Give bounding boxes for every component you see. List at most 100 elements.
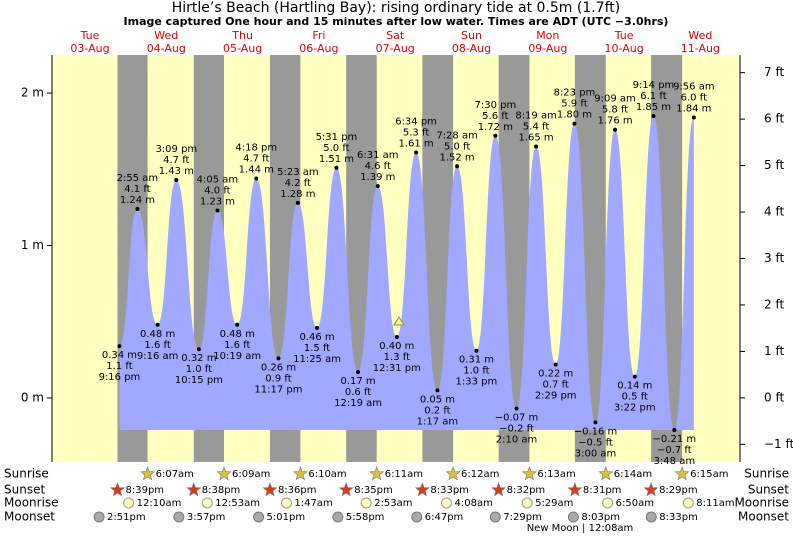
extreme-time: 4:18 pm bbox=[235, 142, 277, 153]
moonset-time: 2:51pm bbox=[107, 512, 146, 523]
extreme-height-ft: 5.0 ft bbox=[323, 143, 349, 154]
sunset-time: 8:38pm bbox=[202, 485, 241, 496]
extreme-dot bbox=[651, 113, 656, 118]
extreme-height-ft: −0.7 ft bbox=[657, 445, 692, 456]
extreme-height-ft: 5.4 ft bbox=[523, 121, 549, 132]
extreme-dot bbox=[235, 322, 240, 327]
extreme-height-ft: 4.6 ft bbox=[365, 161, 391, 172]
now-marker bbox=[393, 316, 405, 326]
sunrise-time: 6:15am bbox=[690, 469, 728, 480]
extreme-height-ft: 1.0 ft bbox=[186, 364, 212, 375]
extreme-height-ft: 1.3 ft bbox=[384, 352, 410, 363]
extreme-time: 5:31 pm bbox=[316, 132, 358, 143]
y2-tick-label: 1 ft bbox=[764, 344, 784, 358]
extreme-dot bbox=[613, 127, 618, 132]
sun-icon bbox=[216, 466, 232, 481]
extreme-dot bbox=[155, 322, 160, 327]
extreme-height-ft: 4.7 ft bbox=[163, 155, 189, 166]
extreme-time: 11:25 am bbox=[293, 354, 341, 365]
moonrise-time: 5:29am bbox=[535, 498, 573, 509]
day-weekday: Fri bbox=[312, 29, 325, 42]
extreme-height-ft: 5.9 ft bbox=[561, 99, 587, 110]
row-label: Moonset bbox=[738, 510, 789, 524]
extreme-dot bbox=[691, 115, 696, 120]
extreme-height-m: −0.07 m bbox=[495, 413, 539, 424]
day-weekday: Wed bbox=[154, 29, 178, 42]
extreme-height-ft: 0.5 ft bbox=[622, 392, 648, 403]
moon-icon bbox=[93, 511, 105, 523]
sun-icon bbox=[262, 482, 278, 497]
extreme-time: 9:16 pm bbox=[99, 372, 141, 383]
extreme-height-m: 1.43 m bbox=[159, 166, 194, 177]
extreme-time: 1:33 pm bbox=[456, 377, 498, 388]
extreme-height-ft: 5.0 ft bbox=[444, 141, 470, 152]
sun-icon bbox=[598, 466, 614, 481]
y2-tick-label: 0 ft bbox=[764, 390, 784, 404]
moon-icon bbox=[201, 497, 213, 509]
sunset-time: 8:35pm bbox=[354, 485, 393, 496]
moonrise-time: 4:08am bbox=[454, 498, 492, 509]
extreme-height-m: 0.05 m bbox=[420, 394, 455, 405]
extreme-height-ft: 4.0 ft bbox=[204, 185, 230, 196]
extreme-height-ft: 4.1 ft bbox=[124, 184, 150, 195]
row-label: Sunset bbox=[4, 483, 45, 497]
extreme-time: 9:14 pm bbox=[633, 80, 675, 91]
sunrise-time: 6:10am bbox=[308, 469, 346, 480]
moon-icon bbox=[521, 497, 533, 509]
row-label: Moonrise bbox=[734, 496, 789, 510]
sun-icon bbox=[140, 466, 156, 481]
day-date: 06-Aug bbox=[299, 42, 338, 55]
extreme-dot bbox=[196, 347, 201, 352]
extreme-dot bbox=[493, 133, 498, 138]
sunset-time: 8:29pm bbox=[659, 485, 698, 496]
extreme-time: 3:48 am bbox=[654, 456, 696, 467]
moon-icon bbox=[332, 511, 344, 523]
moon-icon bbox=[489, 511, 501, 523]
sun-icon bbox=[186, 482, 202, 497]
extreme-height-ft: 0.7 ft bbox=[543, 379, 569, 390]
moonset-time: 6:47pm bbox=[425, 512, 464, 523]
row-label: Sunrise bbox=[744, 467, 789, 481]
moon-icon bbox=[253, 511, 265, 523]
moon-icon bbox=[645, 511, 657, 523]
extreme-dot bbox=[135, 206, 140, 211]
y-tick-label: 2 m bbox=[21, 86, 44, 100]
extreme-height-ft: 1.6 ft bbox=[144, 340, 170, 351]
extreme-height-ft: −0.2 ft bbox=[499, 424, 534, 435]
extreme-height-ft: 5.6 ft bbox=[482, 111, 508, 122]
extreme-time: 5:23 am bbox=[277, 167, 319, 178]
extreme-dot bbox=[394, 335, 399, 340]
sun-icon bbox=[369, 466, 385, 481]
sun-icon bbox=[338, 482, 354, 497]
extreme-height-ft: 6.1 ft bbox=[640, 91, 666, 102]
extreme-time: 3:00 am bbox=[575, 448, 617, 459]
extreme-time: 12:19 am bbox=[334, 398, 382, 409]
extreme-dot bbox=[632, 374, 637, 379]
extreme-dot bbox=[455, 164, 460, 169]
day-date: 10-Aug bbox=[604, 42, 643, 55]
extreme-dot bbox=[356, 370, 361, 375]
y2-tick-label: 7 ft bbox=[764, 65, 784, 79]
row-label: Sunset bbox=[748, 483, 789, 497]
day-date: 05-Aug bbox=[223, 42, 262, 55]
sun-icon bbox=[491, 482, 507, 497]
row-label: Moonrise bbox=[4, 496, 59, 510]
extreme-time: 7:28 am bbox=[436, 130, 478, 141]
extreme-height-m: 0.14 m bbox=[617, 381, 652, 392]
day-date: 03-Aug bbox=[70, 42, 109, 55]
sunrise-time: 6:09am bbox=[232, 469, 270, 480]
sunset-time: 8:36pm bbox=[278, 485, 317, 496]
extreme-time: 9:16 am bbox=[137, 351, 179, 362]
extreme-height-m: −0.16 m bbox=[574, 426, 618, 437]
day-weekday: Tue bbox=[80, 29, 100, 42]
chart-title: Hirtle’s Beach (Hartling Bay): rising or… bbox=[172, 0, 620, 16]
sunset-time: 8:32pm bbox=[507, 485, 546, 496]
moonrise-time: 8:11am bbox=[696, 498, 734, 509]
extreme-time: 9:09 am bbox=[594, 94, 636, 105]
day-weekday: Sat bbox=[386, 29, 405, 42]
y2-tick-label: 5 ft bbox=[764, 158, 784, 172]
extreme-height-m: 1.85 m bbox=[636, 102, 671, 113]
extreme-height-m: 0.31 m bbox=[459, 355, 494, 366]
sunrise-time: 6:12am bbox=[461, 469, 499, 480]
extreme-height-m: 1.80 m bbox=[557, 110, 592, 121]
